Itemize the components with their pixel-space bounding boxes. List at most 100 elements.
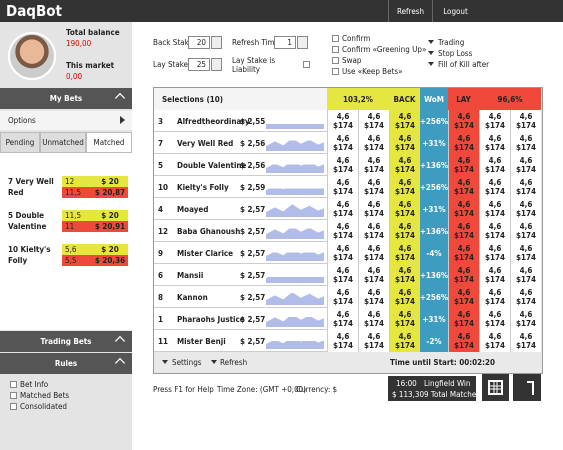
price-cell[interactable]: 4,6 $174 bbox=[510, 132, 541, 154]
price-cell[interactable]: 4,6 $174 bbox=[448, 198, 479, 220]
price-cell[interactable]: 4,6 $174 bbox=[327, 308, 358, 330]
runner-name[interactable]: Mister Clarice bbox=[177, 248, 234, 258]
price-cell[interactable]: 4,6 $174 bbox=[358, 176, 389, 198]
tab[interactable]: Matched bbox=[86, 132, 132, 153]
tab[interactable]: Unmatched bbox=[40, 132, 86, 153]
price-cell[interactable]: 4,6 $174 bbox=[389, 330, 420, 352]
header-button[interactable]: Refresh bbox=[388, 0, 432, 22]
price-cell[interactable]: 4,6 $174 bbox=[389, 110, 420, 132]
price-cell[interactable]: 4,6 $174 bbox=[448, 286, 479, 308]
runner-name[interactable]: Moayed bbox=[177, 204, 209, 214]
price-cell[interactable]: 4,6 $174 bbox=[327, 198, 358, 220]
price-cell[interactable]: 4,6 $174 bbox=[448, 308, 479, 330]
price-cell[interactable]: 4,6 $174 bbox=[358, 198, 389, 220]
dropdown[interactable]: Stop Loss bbox=[438, 48, 473, 58]
price-cell[interactable]: 4,6 $174 bbox=[327, 286, 358, 308]
dropdown[interactable]: Fill of Kill after bbox=[438, 59, 490, 69]
checkbox[interactable] bbox=[10, 381, 17, 388]
price-cell[interactable]: 4,6 $174 bbox=[479, 132, 510, 154]
price-cell[interactable]: 4,6 $174 bbox=[389, 220, 420, 242]
runner-name[interactable]: Mansii bbox=[177, 270, 204, 280]
price-cell[interactable]: 4,6 $174 bbox=[448, 264, 479, 286]
options-row[interactable]: Options bbox=[0, 111, 132, 130]
checkbox[interactable] bbox=[332, 68, 339, 75]
runner-name[interactable]: Alfredtheordinary bbox=[177, 116, 250, 126]
price-cell[interactable]: 4,6 $174 bbox=[510, 176, 541, 198]
price-cell[interactable]: 4,6 $174 bbox=[510, 286, 541, 308]
price-cell[interactable]: 4,6 $174 bbox=[389, 176, 420, 198]
price-cell[interactable]: 4,6 $174 bbox=[479, 110, 510, 132]
input[interactable]: 20 bbox=[188, 36, 210, 49]
checkbox[interactable] bbox=[332, 35, 339, 42]
runner-name[interactable]: Kielty's Folly bbox=[177, 182, 229, 192]
price-cell[interactable]: 4,6 $174 bbox=[358, 132, 389, 154]
price-cell[interactable]: 4,6 $174 bbox=[448, 242, 479, 264]
price-cell[interactable]: 4,6 $174 bbox=[389, 132, 420, 154]
tab[interactable]: Pending bbox=[0, 132, 40, 153]
section-bar[interactable]: My Bets bbox=[0, 88, 132, 109]
price-cell[interactable]: 4,6 $174 bbox=[510, 220, 541, 242]
price-cell[interactable]: 4,6 $174 bbox=[358, 308, 389, 330]
checkbox[interactable] bbox=[303, 61, 310, 68]
runner-name[interactable]: Pharaohs Justice bbox=[177, 314, 245, 324]
price-cell[interactable]: 4,6 $174 bbox=[358, 220, 389, 242]
price-cell[interactable]: 4,6 $174 bbox=[389, 308, 420, 330]
price-cell[interactable]: 4,6 $174 bbox=[358, 154, 389, 176]
price-cell[interactable]: 4,6 $174 bbox=[510, 242, 541, 264]
input[interactable]: 25 bbox=[188, 58, 210, 71]
price-cell[interactable]: 4,6 $174 bbox=[479, 308, 510, 330]
checkbox[interactable] bbox=[332, 57, 339, 64]
price-cell[interactable]: 4,6 $174 bbox=[358, 330, 389, 352]
price-cell[interactable]: 4,6 $174 bbox=[448, 154, 479, 176]
price-cell[interactable]: 4,6 $174 bbox=[510, 264, 541, 286]
price-cell[interactable]: 4,6 $174 bbox=[327, 220, 358, 242]
price-cell[interactable]: 4,6 $174 bbox=[327, 242, 358, 264]
chart-button[interactable] bbox=[513, 374, 541, 401]
checkbox[interactable] bbox=[10, 403, 17, 410]
price-cell[interactable]: 4,6 $174 bbox=[358, 242, 389, 264]
price-cell[interactable]: 4,6 $174 bbox=[510, 330, 541, 352]
input[interactable]: 1 bbox=[274, 36, 296, 49]
price-cell[interactable]: 4,6 $174 bbox=[479, 198, 510, 220]
price-cell[interactable]: 4,6 $174 bbox=[389, 242, 420, 264]
price-cell[interactable]: 4,6 $174 bbox=[327, 176, 358, 198]
price-cell[interactable]: 4,6 $174 bbox=[327, 330, 358, 352]
price-cell[interactable]: 4,6 $174 bbox=[358, 110, 389, 132]
price-cell[interactable]: 4,6 $174 bbox=[510, 154, 541, 176]
runner-name[interactable]: Baba Ghanoush bbox=[177, 226, 241, 236]
runner-name[interactable]: Mister Benji bbox=[177, 336, 226, 346]
price-cell[interactable]: 4,6 $174 bbox=[358, 286, 389, 308]
price-cell[interactable]: 4,6 $174 bbox=[479, 242, 510, 264]
footer-settings[interactable]: Settings bbox=[172, 357, 202, 367]
price-cell[interactable]: 4,6 $174 bbox=[327, 110, 358, 132]
price-cell[interactable]: 4,6 $174 bbox=[479, 154, 510, 176]
price-cell[interactable]: 4,6 $174 bbox=[448, 132, 479, 154]
header-button[interactable]: Logout bbox=[432, 0, 478, 22]
runner-name[interactable]: Kannon bbox=[177, 292, 208, 302]
price-cell[interactable]: 4,6 $174 bbox=[358, 264, 389, 286]
price-cell[interactable]: 4,6 $174 bbox=[448, 110, 479, 132]
price-cell[interactable]: 4,6 $174 bbox=[448, 220, 479, 242]
price-cell[interactable]: 4,6 $174 bbox=[389, 198, 420, 220]
price-cell[interactable]: 4,6 $174 bbox=[479, 220, 510, 242]
price-cell[interactable]: 4,6 $174 bbox=[510, 110, 541, 132]
price-cell[interactable]: 4,6 $174 bbox=[479, 286, 510, 308]
price-cell[interactable]: 4,6 $174 bbox=[479, 264, 510, 286]
price-cell[interactable]: 4,6 $174 bbox=[510, 198, 541, 220]
price-cell[interactable]: 4,6 $174 bbox=[479, 176, 510, 198]
section-bar[interactable]: Trading Bets bbox=[0, 331, 132, 352]
price-cell[interactable]: 4,6 $174 bbox=[479, 330, 510, 352]
runner-name[interactable]: Double Valentine bbox=[177, 160, 247, 170]
price-cell[interactable]: 4,6 $174 bbox=[448, 330, 479, 352]
grid-button[interactable] bbox=[482, 374, 509, 401]
price-cell[interactable]: 4,6 $174 bbox=[327, 132, 358, 154]
price-cell[interactable]: 4,6 $174 bbox=[327, 264, 358, 286]
checkbox[interactable] bbox=[10, 392, 17, 399]
price-cell[interactable]: 4,6 $174 bbox=[327, 154, 358, 176]
price-cell[interactable]: 4,6 $174 bbox=[389, 154, 420, 176]
price-cell[interactable]: 4,6 $174 bbox=[389, 264, 420, 286]
runner-name[interactable]: Very Well Red bbox=[177, 138, 234, 148]
price-cell[interactable]: 4,6 $174 bbox=[510, 308, 541, 330]
checkbox[interactable] bbox=[332, 46, 339, 53]
dropdown[interactable]: Trading bbox=[438, 37, 465, 47]
